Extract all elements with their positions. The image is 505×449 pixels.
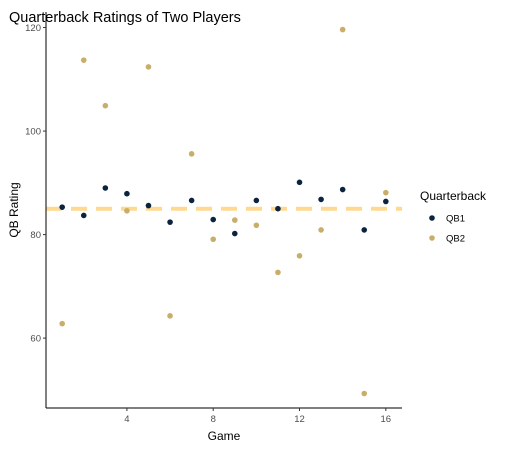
x-tick-label: 12 [294,414,305,425]
y-tick-label: 80 [30,230,41,241]
point-qb1-game-16 [383,198,389,205]
point-qb1-game-15 [361,227,368,233]
legend-title: Quarterback [420,189,487,203]
point-qb1-game-12 [296,179,303,186]
x-tick-label: 16 [381,414,392,425]
legend-key-qb1 [429,215,435,221]
x-tick-label: 4 [124,414,129,425]
legend-label-qb2: QB2 [446,234,465,245]
x-axis-label: Game [208,429,241,443]
point-qb1-game-9 [231,230,238,237]
point-qb1-game-7 [188,197,195,204]
point-qb1-game-5 [145,202,152,209]
point-qb2-game-10 [253,222,260,229]
point-qb1-game-6 [167,219,173,225]
x-tick-label: 8 [211,414,216,425]
y-tick-label: 100 [25,127,41,138]
legend: Quarterback QB1 QB2 [420,189,487,245]
point-qb1-game-3 [102,185,109,191]
point-qb2-game-16 [383,189,389,196]
point-qb2-game-6 [167,313,173,319]
point-qb1-game-14 [339,186,346,193]
point-qb2-game-2 [80,57,87,63]
point-qb2-game-5 [145,64,152,70]
y-axis-label: QB Rating [7,182,21,237]
point-qb2-game-8 [210,236,217,243]
chart-title: Quarterback Ratings of Two Players [9,10,241,26]
legend-key-qb2 [429,235,435,241]
point-qb2-game-3 [102,102,109,109]
point-qb2-game-12 [296,253,303,259]
point-qb1-game-11 [275,205,281,212]
point-qb2-game-1 [59,320,65,327]
y-tick-label: 120 [25,23,41,34]
point-qb2-game-7 [188,151,195,157]
y-tick-label: 60 [30,334,41,345]
series-qb1 [59,179,389,237]
point-qb1-game-4 [124,190,130,197]
point-qb2-game-14 [339,26,346,33]
point-qb1-game-2 [80,212,87,219]
point-qb1-game-8 [210,216,217,223]
point-qb2-game-11 [275,269,281,276]
point-qb1-game-1 [59,204,65,210]
series-qb2 [59,26,389,397]
plot-area: 4 8 12 16 60 80 100 120 [25,12,402,425]
point-qb2-game-4 [124,207,130,214]
point-qb2-game-9 [231,217,238,223]
point-qb2-game-13 [318,227,324,233]
point-qb1-game-13 [318,196,324,203]
legend-label-qb1: QB1 [446,214,465,225]
point-qb2-game-15 [361,390,368,397]
point-qb1-game-10 [253,197,260,204]
